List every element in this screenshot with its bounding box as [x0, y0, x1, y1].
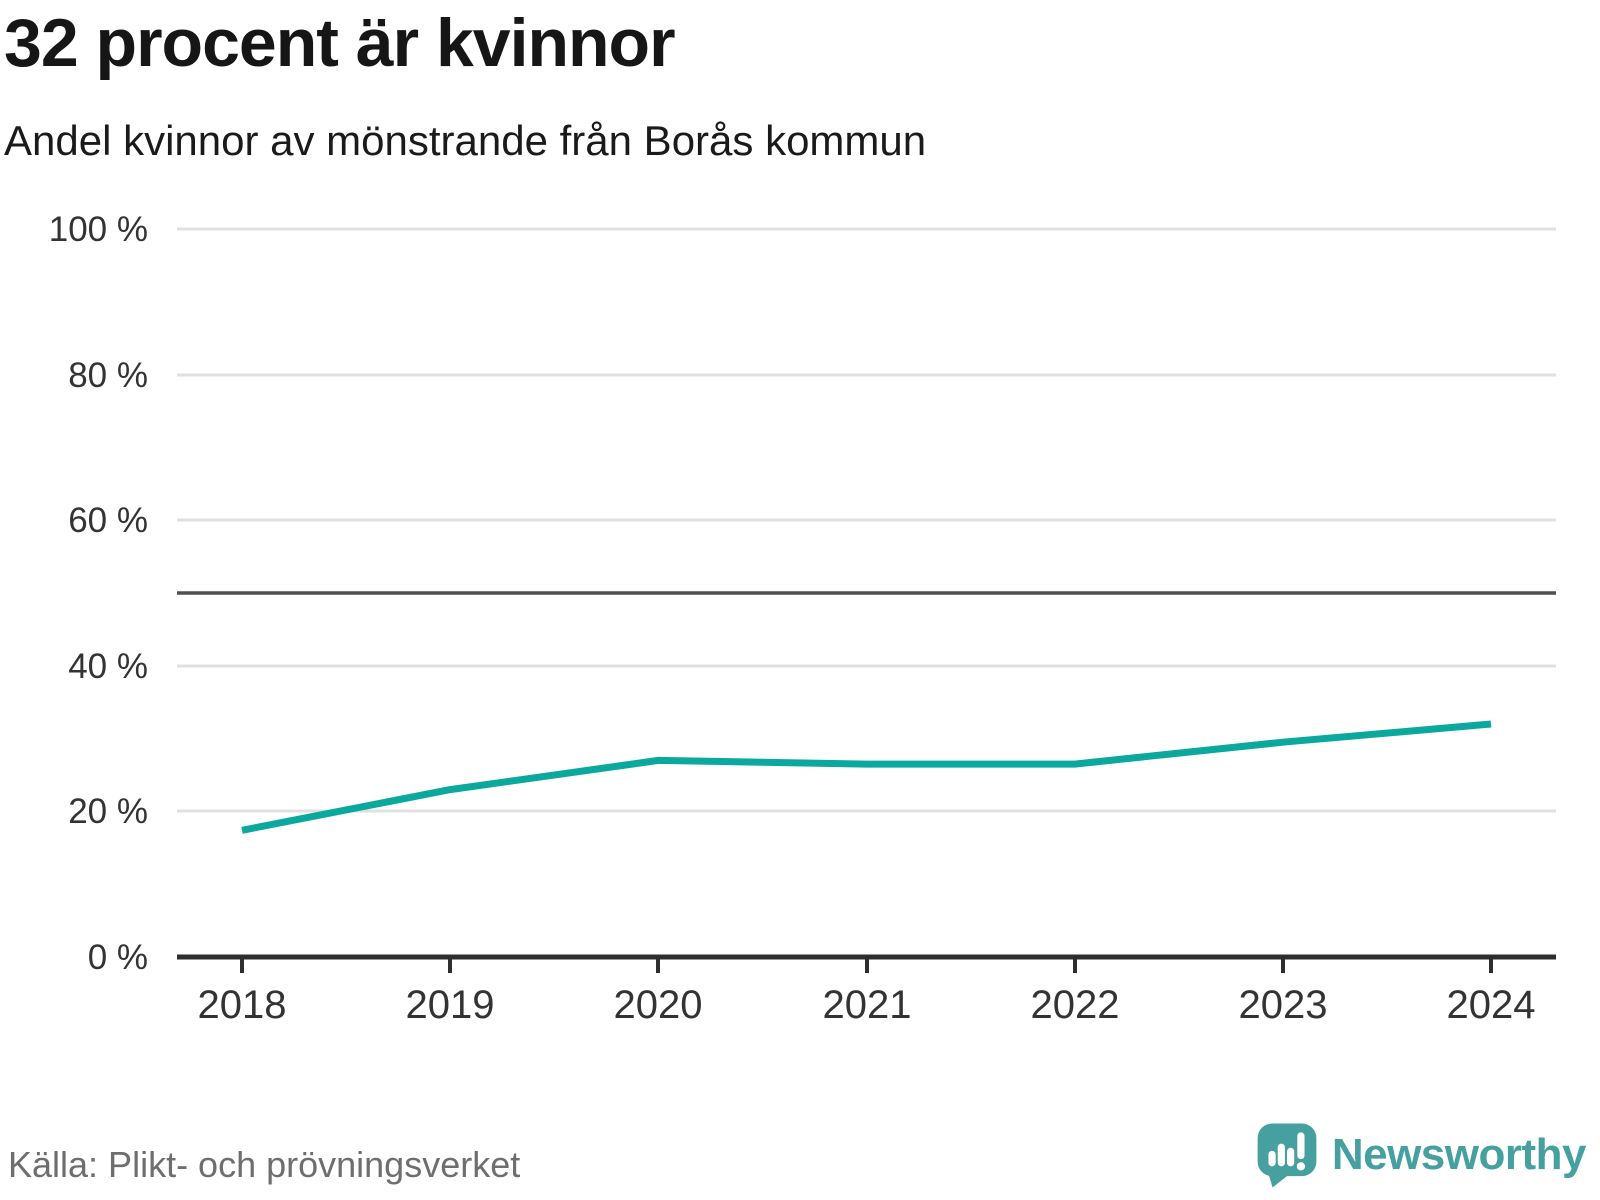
x-tick-label: 2021: [823, 983, 912, 1027]
newsworthy-logo: Newsworthy: [1256, 1122, 1587, 1188]
x-tick-label: 2024: [1447, 983, 1536, 1027]
data-line-andel-kvinnor: [241, 720, 1492, 834]
source-note: Källa: Plikt- och prövningsverket: [8, 1144, 521, 1185]
newsworthy-wordmark: Newsworthy: [1331, 1130, 1587, 1179]
y-tick-label: 40 %: [68, 647, 148, 686]
newsworthy-logo-icon: [1257, 1123, 1317, 1188]
y-tick-label: 0 %: [88, 938, 148, 977]
x-axis-ticks: [240, 957, 1493, 973]
y-tick-label: 100 %: [49, 210, 148, 249]
x-tick-label: 2019: [406, 983, 495, 1027]
gridlines: [177, 227, 1556, 813]
y-tick-label: 80 %: [68, 356, 148, 395]
x-tick-label: 2023: [1239, 983, 1328, 1027]
x-tick-label: 2022: [1031, 983, 1120, 1027]
y-tick-label: 60 %: [68, 501, 148, 540]
x-tick-label: 2018: [198, 983, 287, 1027]
page-title: 32 procent är kvinnor: [4, 5, 676, 81]
x-tick-label: 2020: [614, 983, 703, 1027]
y-tick-label: 20 %: [68, 792, 148, 831]
x-axis-labels: 2018 2019 2020 2021 2022 2023 2024: [198, 983, 1536, 1027]
chart-subtitle: Andel kvinnor av mönstrande från Borås k…: [4, 117, 927, 164]
y-axis-labels: 0 % 20 % 40 % 60 % 80 % 100 %: [49, 210, 148, 977]
